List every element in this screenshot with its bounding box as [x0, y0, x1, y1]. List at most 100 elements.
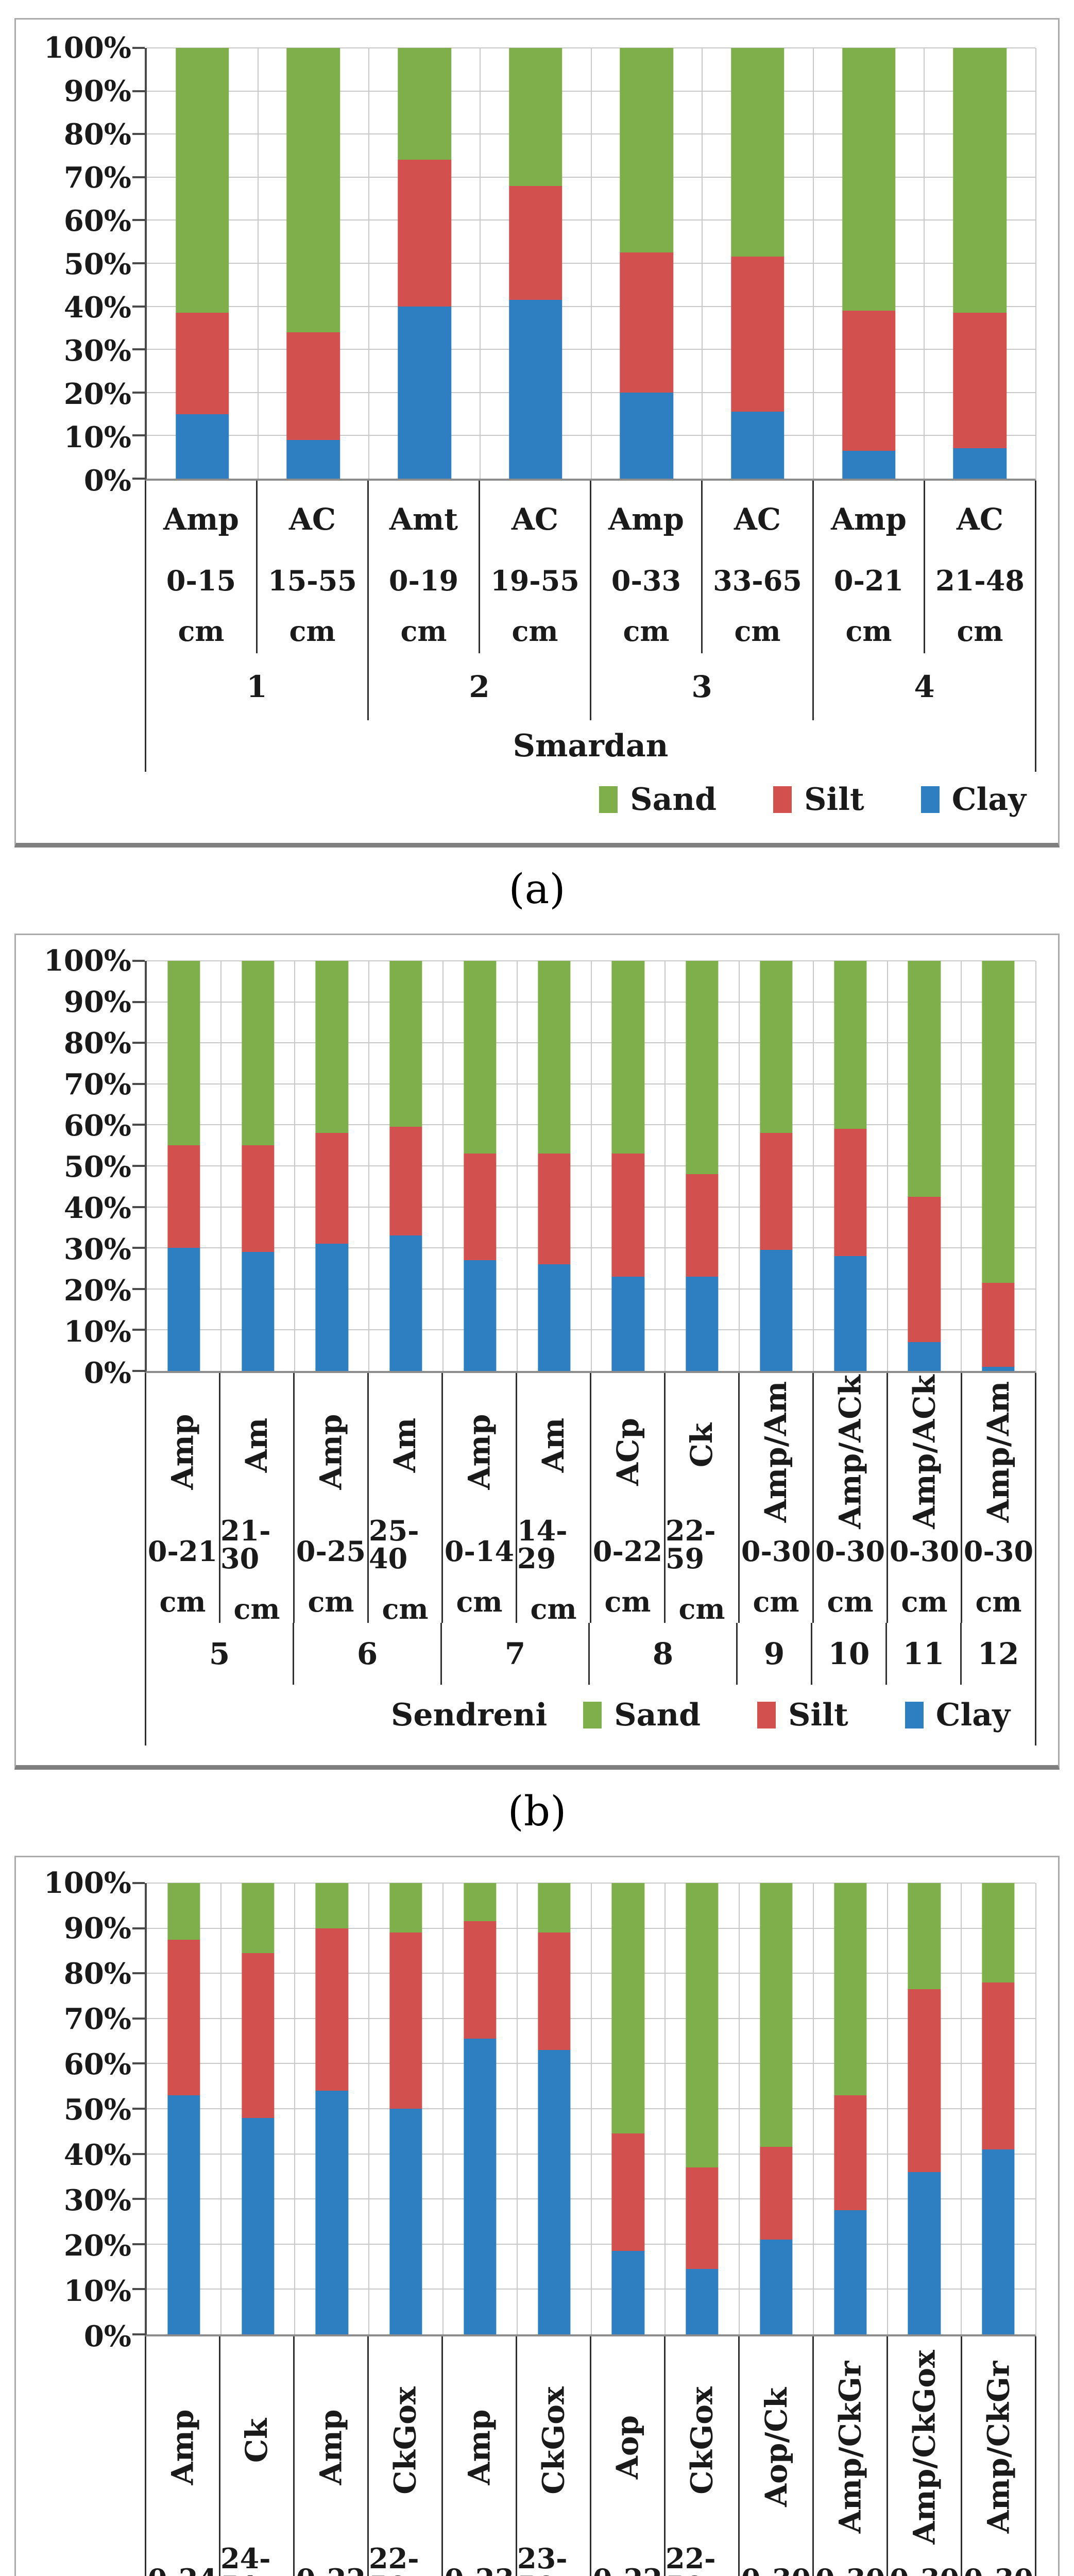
bar-slots: [147, 961, 1035, 1371]
horizon-text: Amp/CkGox: [907, 2350, 942, 2545]
depth-range: 0-30: [889, 1535, 960, 1568]
horizon-text: Amp/ACk: [907, 1374, 942, 1529]
stacked-bar: [953, 48, 1007, 479]
stacked-bar: [167, 961, 200, 1371]
y-tick-label: 100%: [43, 31, 131, 65]
horizon-text: Amp: [462, 2409, 497, 2485]
column-gridline: [590, 1883, 592, 2334]
y-tick-label: 40%: [63, 291, 131, 325]
horizon-text: AC: [734, 502, 781, 537]
bar-segment-sand: [953, 48, 1007, 313]
stacked-bar: [908, 1883, 941, 2334]
bar-segment-silt: [464, 1921, 497, 2039]
y-tick-label: 70%: [63, 2002, 131, 2036]
stacked-bar: [315, 1883, 348, 2334]
legend-item-sand: Sand: [583, 1700, 701, 1731]
bar-segment-silt: [315, 1133, 348, 1244]
depth-unit: cm: [901, 1585, 948, 1618]
y-tick-label: 10%: [63, 1315, 131, 1349]
legend-item-silt: Silt: [757, 1700, 848, 1731]
bar-slot: [924, 48, 1035, 479]
column-gridline: [368, 48, 370, 479]
group-number: 9: [763, 1636, 785, 1671]
group-number: 11: [902, 1636, 945, 1671]
y-tick-label: 80%: [63, 1026, 131, 1060]
column-gridline: [738, 961, 740, 1371]
category-cell: Amp 0-23cm: [441, 2336, 516, 2576]
bar-segment-silt: [620, 252, 674, 393]
depth-unit: cm: [178, 614, 225, 648]
horizon-text: AC: [956, 502, 1004, 537]
depth-label: 24-51cm: [220, 2545, 293, 2576]
horizon-label: Amp/CkGr: [814, 2336, 887, 2558]
bar-slot: [369, 1883, 443, 2334]
category-cell: Amp 0-24cm: [146, 2336, 219, 2576]
y-tick-label: 0%: [83, 464, 131, 498]
caption-b: (b): [507, 1787, 567, 1835]
horizon-label: Amp: [814, 481, 924, 558]
stacked-bar: [389, 1883, 422, 2334]
depth-label: 0-14 cm: [443, 1530, 516, 1623]
bar-segment-silt: [686, 1174, 719, 1277]
bar-segment-sand: [982, 1883, 1015, 1982]
legend-swatch-sand: [583, 1702, 602, 1728]
y-tick-label: 90%: [63, 985, 131, 1019]
bar-segment-sand: [611, 961, 644, 1154]
y-tick-label: 50%: [63, 247, 131, 281]
bar-segment-clay: [464, 1260, 497, 1371]
y-tick-label: 20%: [63, 1274, 131, 1308]
category-cell: CkGox 22-50cm: [664, 2336, 738, 2576]
bar-segment-sand: [842, 48, 896, 311]
depth-range: 0-21: [147, 1535, 218, 1568]
bar-segment-silt: [315, 1928, 348, 2091]
horizon-text: Amp/CkGr: [832, 2361, 868, 2534]
category-table: Amp 0-15 cm AC 15-55 cm Amt 0-19 cm AC 19-55 cm Amp 0…: [145, 481, 1036, 772]
y-axis-tick: [132, 176, 145, 178]
depth-label: 22-50cm: [369, 2545, 441, 2576]
bar-segment-silt: [611, 2133, 644, 2251]
y-tick-label: 30%: [63, 1232, 131, 1266]
y-tick-label: 0%: [83, 2319, 131, 2353]
depth-unit: cm: [678, 1592, 725, 1625]
y-axis-tick: [132, 2333, 145, 2335]
stacked-bar: [315, 961, 348, 1371]
y-axis-tick: [132, 1927, 145, 1929]
depth-label: 25-40 cm: [369, 1517, 441, 1623]
category-table: Amp 0-21 cm Am 21-30 cm Amp 0-25 cm Am 25-40 cm Amp 0…: [145, 1373, 1036, 1745]
y-axis-tick: [132, 1370, 145, 1372]
horizon-label: Amp: [295, 2336, 367, 2558]
horizon-text: Amp/Am: [981, 1381, 1016, 1522]
bar-segment-clay: [982, 1367, 1015, 1371]
horizon-label: Amp/CkGr: [962, 2336, 1035, 2558]
stacked-bar: [611, 961, 644, 1371]
horizon-text: CkGox: [536, 2386, 571, 2495]
depth-unit: cm: [400, 614, 447, 648]
category-columns: Amp 0-15 cm AC 15-55 cm Amt 0-19 cm AC 19-55 cm Amp 0…: [146, 481, 1035, 653]
depth-range: 25-40: [369, 1514, 419, 1575]
y-tick-label: 60%: [63, 2047, 131, 2081]
depth-label: 0-24cm: [146, 2558, 219, 2576]
stacked-bar: [508, 48, 562, 479]
horizon-text: CkGox: [387, 2386, 423, 2495]
bar-segment-silt: [508, 185, 562, 300]
bar-slot: [480, 48, 591, 479]
horizon-label: AC: [480, 481, 590, 558]
group-number: 7: [504, 1636, 526, 1671]
depth-unit: cm: [604, 1585, 651, 1618]
bar-segment-sand: [176, 48, 229, 313]
depth-range: 0-30: [815, 2565, 885, 2576]
bar-slot: [739, 961, 813, 1371]
horizon-text: Am: [536, 1417, 571, 1472]
bar-segment-clay: [464, 2039, 497, 2334]
bar-segment-sand: [464, 1883, 497, 1922]
chart-area: 100% 90% 80% 70% 60% 50% 40% 30% 20% 10% 0%: [16, 33, 1036, 495]
profile-group-label: 9: [736, 1623, 811, 1685]
bar-segment-sand: [464, 961, 497, 1154]
caption-a: (a): [508, 865, 566, 913]
y-tick-label: 10%: [63, 2274, 131, 2308]
y-axis: 100% 90% 80% 70% 60% 50% 40% 30% 20% 10% 0%: [16, 33, 145, 495]
